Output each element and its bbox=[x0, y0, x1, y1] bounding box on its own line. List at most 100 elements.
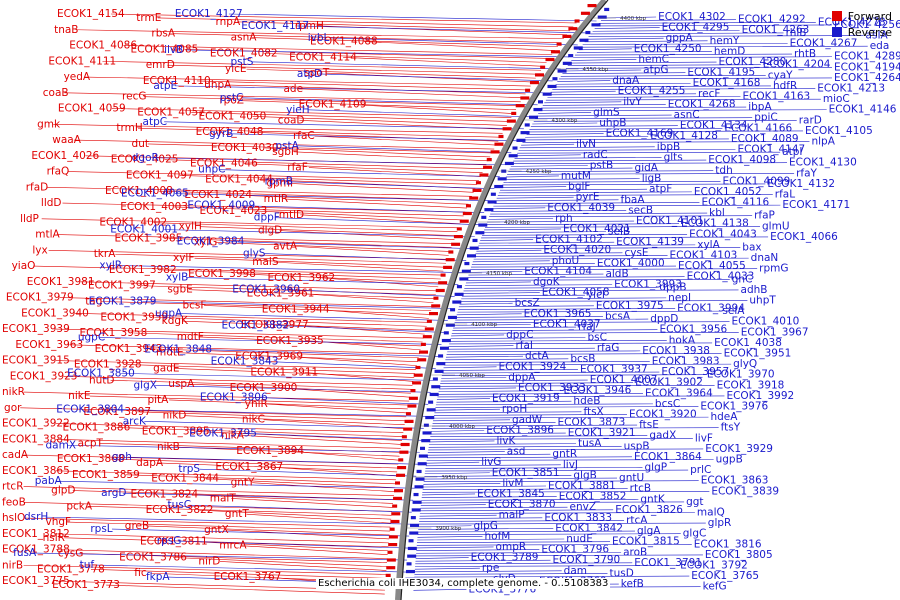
forward-feature-mark bbox=[438, 281, 448, 285]
reverse-leader-line bbox=[502, 183, 766, 186]
reverse-leader-line bbox=[424, 475, 572, 477]
reverse-feature-label: nudE bbox=[566, 533, 593, 545]
reverse-feature-label: radC bbox=[583, 149, 608, 161]
forward-feature-mark bbox=[562, 34, 572, 38]
reverse-feature-label: ibpB bbox=[657, 141, 680, 153]
reverse-leader-line bbox=[425, 469, 689, 472]
forward-feature-label: gntX bbox=[204, 524, 229, 536]
forward-leader-line bbox=[110, 379, 412, 390]
forward-feature-label: greB bbox=[125, 520, 149, 532]
reverse-feature-label: ECOK1_4102 bbox=[535, 234, 603, 246]
reverse-feature-label: ECOK1_4138 bbox=[681, 218, 749, 230]
forward-leader-line bbox=[240, 545, 388, 555]
forward-feature-label: ECOK1_4002 bbox=[99, 217, 167, 229]
forward-feature-label: ECOK1_3824 bbox=[130, 488, 198, 500]
forward-feature-mark bbox=[490, 150, 500, 154]
map-caption: Escherichia coli IHE3034, complete genom… bbox=[316, 578, 611, 589]
forward-feature-label: ECOK1_4023 bbox=[199, 205, 267, 217]
reverse-leader-line bbox=[463, 289, 739, 292]
reverse-feature-mark bbox=[604, 7, 610, 12]
reverse-feature-label: ECOK1_4066 bbox=[770, 231, 838, 243]
forward-feature-label: ECOK1_3788 bbox=[2, 544, 70, 556]
forward-feature-label: gpmI bbox=[266, 177, 293, 189]
reverse-feature-label: ugpB bbox=[716, 454, 743, 466]
reverse-feature-label: ECOK1_3881 bbox=[548, 480, 616, 492]
forward-feature-label: cadA bbox=[2, 449, 29, 461]
reverse-feature-label: ECOK1_4295 bbox=[662, 22, 730, 34]
forward-leader-line bbox=[253, 210, 463, 221]
reverse-leader-line bbox=[431, 430, 485, 432]
reverse-feature-label: ECOK1_4020 bbox=[543, 244, 611, 256]
forward-leader-line bbox=[72, 490, 394, 500]
reverse-leader-line bbox=[541, 106, 747, 109]
forward-feature-label: tnaB bbox=[54, 24, 78, 36]
reverse-leader-line bbox=[164, 229, 475, 237]
reverse-feature-label: ECOK1_3879 bbox=[89, 296, 157, 308]
reverse-leader-line bbox=[547, 96, 741, 98]
reverse-feature-label: livG bbox=[481, 456, 501, 468]
scale-tick-label: 4150 kbp bbox=[486, 271, 512, 277]
reverse-feature-label: rtcA bbox=[626, 514, 648, 526]
forward-feature-label: gadE bbox=[153, 362, 179, 374]
forward-leader-line bbox=[41, 218, 459, 229]
reverse-feature-label: ECOK1_4171 bbox=[782, 199, 850, 211]
reverse-leader-line bbox=[567, 64, 761, 66]
reverse-leader-line bbox=[449, 342, 713, 345]
forward-feature-label: ECOK1_4048 bbox=[196, 126, 264, 138]
reverse-leader-line bbox=[419, 517, 543, 520]
reverse-feature-mark bbox=[447, 315, 457, 320]
forward-leader-line bbox=[242, 435, 402, 445]
forward-leader-line bbox=[56, 234, 453, 244]
forward-feature-label: ECOK1_3928 bbox=[74, 359, 142, 371]
reverse-feature-label: selB bbox=[608, 226, 630, 238]
reverse-feature-mark bbox=[573, 46, 583, 50]
reverse-feature-mark bbox=[562, 61, 572, 65]
forward-feature-mark bbox=[529, 81, 539, 85]
reverse-leader-line bbox=[253, 397, 429, 405]
reverse-feature-label: rpmB bbox=[265, 176, 293, 188]
reverse-leader-line bbox=[424, 477, 618, 480]
forward-feature-mark bbox=[486, 158, 492, 162]
reverse-feature-mark bbox=[552, 77, 558, 81]
reverse-leader-line bbox=[479, 241, 615, 244]
reverse-feature-label: atpD bbox=[297, 68, 322, 80]
reverse-feature-mark bbox=[542, 92, 552, 96]
reverse-leader-line bbox=[34, 552, 408, 561]
reverse-feature-label: glgB bbox=[573, 469, 596, 481]
reverse-leader-line bbox=[427, 456, 633, 459]
reverse-feature-label: ECOK1_4117 bbox=[241, 20, 309, 32]
forward-feature-mark bbox=[465, 204, 471, 208]
reverse-feature-label: ECOK1_3873 bbox=[558, 416, 626, 428]
forward-leader-line bbox=[243, 163, 483, 173]
reverse-leader-line bbox=[110, 409, 426, 417]
reverse-feature-label: ilvY bbox=[623, 96, 642, 108]
forward-feature-mark bbox=[412, 381, 422, 385]
reverse-feature-label: ECOK1_4169 bbox=[606, 128, 674, 140]
reverse-feature-mark bbox=[425, 415, 435, 420]
reverse-feature-label: ftsY bbox=[721, 422, 741, 434]
reverse-feature-label: ECOK1_4255 bbox=[618, 85, 686, 97]
reverse-feature-label: rfaY bbox=[796, 167, 817, 179]
forward-feature-mark bbox=[556, 42, 562, 46]
forward-feature-mark bbox=[393, 496, 403, 500]
reverse-leader-line bbox=[434, 408, 500, 411]
reverse-feature-label: tusA bbox=[578, 438, 602, 450]
forward-feature-label: bcsF bbox=[182, 299, 206, 311]
forward-leader-line bbox=[85, 76, 531, 87]
reverse-leader-line bbox=[447, 347, 595, 350]
scale-tick-label: 4000 kbp bbox=[449, 424, 475, 430]
reverse-leader-line bbox=[434, 411, 582, 414]
reverse-leader-line bbox=[452, 329, 658, 331]
forward-feature-label: nikA bbox=[221, 429, 245, 441]
forward-feature-label: ECOK1_4057 bbox=[137, 106, 205, 118]
reverse-leader-line bbox=[415, 557, 469, 559]
reverse-leader-line bbox=[557, 80, 611, 82]
forward-leader-line bbox=[159, 190, 471, 201]
scale-tick-label: 4300 kbp bbox=[551, 118, 577, 124]
reverse-leader-line bbox=[426, 459, 714, 461]
forward-leader-line bbox=[195, 431, 403, 441]
reverse-leader-line bbox=[522, 141, 810, 143]
reverse-feature-label: ECOK1_3933 bbox=[518, 382, 586, 394]
reverse-feature-label: ugpA bbox=[155, 307, 183, 319]
reverse-leader-line bbox=[429, 443, 577, 445]
